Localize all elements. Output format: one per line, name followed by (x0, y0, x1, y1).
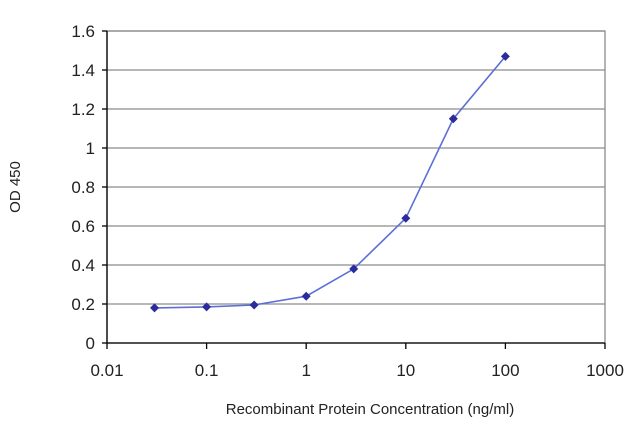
y-tick-label: 0 (86, 334, 95, 353)
x-axis-ticks: 0.01 0.1 1 10 100 1000 (90, 343, 624, 380)
y-tick-label: 0.6 (71, 217, 95, 236)
gridlines (107, 30, 605, 305)
y-tick-label: 1 (86, 139, 95, 158)
x-tick-label: 10 (396, 361, 415, 380)
data-point (448, 114, 458, 124)
x-tick-label: 1000 (586, 361, 624, 380)
x-tick-label: 100 (491, 361, 519, 380)
y-tick-label: 1.2 (71, 100, 95, 119)
x-tick-label: 0.01 (90, 361, 123, 380)
y-tick-label: 0.2 (71, 295, 95, 314)
data-point (249, 300, 259, 310)
data-point (500, 51, 510, 61)
data-point (349, 264, 359, 274)
data-point (150, 303, 160, 313)
series-line (154, 55, 507, 309)
y-tick-label: 1.4 (71, 61, 95, 80)
y-axis-ticks: 0 0.2 0.4 0.6 0.8 1 1.2 1.4 1.6 (71, 22, 107, 353)
y-tick-label: 0.8 (71, 178, 95, 197)
x-tick-label: 0.1 (195, 361, 219, 380)
x-tick-label: 1 (301, 361, 310, 380)
y-tick-label: 0.4 (71, 256, 95, 275)
data-point (301, 291, 311, 301)
x-axis-title: Recombinant Protein Concentration (ng/ml… (226, 401, 514, 418)
data-point (202, 302, 212, 312)
y-tick-label: 1.6 (71, 22, 95, 41)
data-point (401, 213, 411, 223)
data-series (150, 51, 510, 313)
y-axis-title: OD 450 (7, 161, 24, 213)
